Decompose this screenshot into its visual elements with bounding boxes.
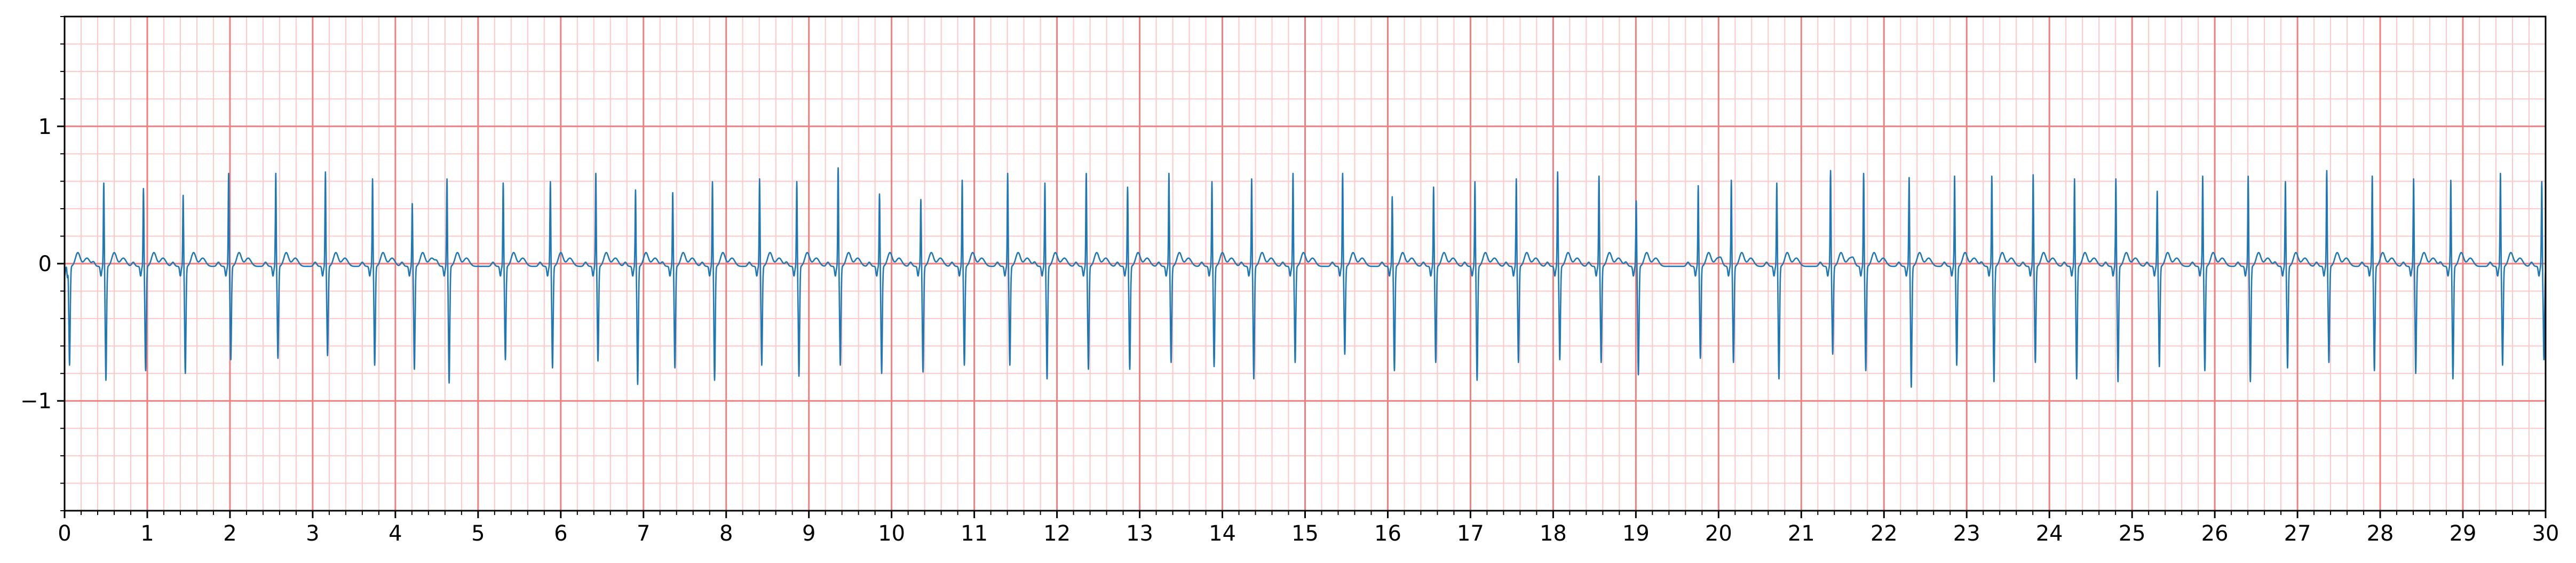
x-tick-label: 28 (2367, 521, 2394, 546)
y-tick-label: 1 (38, 115, 52, 139)
x-tick-label: 3 (306, 521, 319, 546)
x-tick-label: 21 (1788, 521, 1815, 546)
x-tick-label: 27 (2284, 521, 2311, 546)
x-tick-label: 0 (58, 521, 71, 546)
x-tick-label: 24 (2036, 521, 2063, 546)
x-tick-label: 5 (471, 521, 485, 546)
y-tick-label: 0 (38, 252, 52, 276)
x-tick-label: 11 (961, 521, 988, 546)
x-tick-label: 7 (637, 521, 650, 546)
x-tick-label: 20 (1705, 521, 1732, 546)
x-tick-label: 12 (1043, 521, 1071, 546)
x-tick-label: 13 (1126, 521, 1153, 546)
x-tick-label: 23 (1953, 521, 1980, 546)
x-tick-label: 17 (1457, 521, 1484, 546)
x-tick-label: 22 (1870, 521, 1898, 546)
x-tick-label: 1 (140, 521, 154, 546)
x-tick-label: 8 (719, 521, 733, 546)
x-tick-label: 25 (2119, 521, 2146, 546)
x-axis: 0 1 2 3 4 5 6 7 8 9 10 11 12 13 14 15 16 17 18 19 20 21 22 23 24… (58, 511, 2559, 546)
x-tick-label: 19 (1622, 521, 1650, 546)
x-tick-label: 29 (2450, 521, 2477, 546)
y-axis: −1 0 1 (20, 16, 65, 511)
x-tick-label: 4 (389, 521, 402, 546)
x-tick-label: 18 (1540, 521, 1567, 546)
x-tick-label: 14 (1209, 521, 1236, 546)
ecg-trace (64, 167, 2547, 388)
x-tick-label: 10 (878, 521, 905, 546)
y-tick-label: −1 (20, 389, 52, 414)
x-tick-label: 2 (223, 521, 236, 546)
x-tick-label: 6 (554, 521, 567, 546)
ecg-trace-layer (64, 167, 2547, 388)
x-tick-label: 30 (2532, 521, 2559, 546)
x-tick-label: 26 (2201, 521, 2229, 546)
x-tick-label: 16 (1374, 521, 1401, 546)
x-tick-label: 15 (1291, 521, 1319, 546)
x-tick-label: 9 (802, 521, 815, 546)
